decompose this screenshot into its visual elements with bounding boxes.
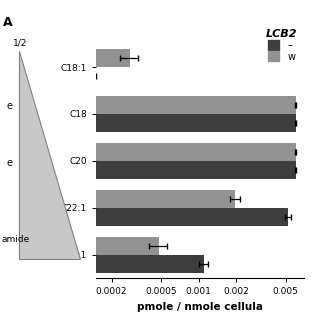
Bar [0,96,296,114]
Bar [0,67,36,85]
Bar [0,190,235,208]
Text: e: e [6,100,12,111]
Bar [0,161,296,179]
Text: A: A [3,16,13,29]
Text: 1/2: 1/2 [13,38,27,47]
Legend: –, w: –, w [264,27,299,64]
Bar [0,49,130,67]
Bar [0,255,204,273]
Text: amide: amide [2,236,30,244]
Bar [0,208,288,226]
Bar [0,143,296,161]
Bar [0,237,159,255]
X-axis label: pmole / nmole cellula: pmole / nmole cellula [137,302,263,312]
Bar [0,114,296,132]
Text: e: e [6,158,12,168]
